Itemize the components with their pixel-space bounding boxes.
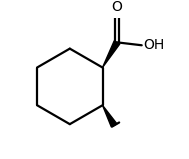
Polygon shape bbox=[102, 105, 117, 127]
Text: OH: OH bbox=[143, 38, 164, 52]
Text: O: O bbox=[112, 0, 122, 14]
Polygon shape bbox=[102, 41, 120, 68]
